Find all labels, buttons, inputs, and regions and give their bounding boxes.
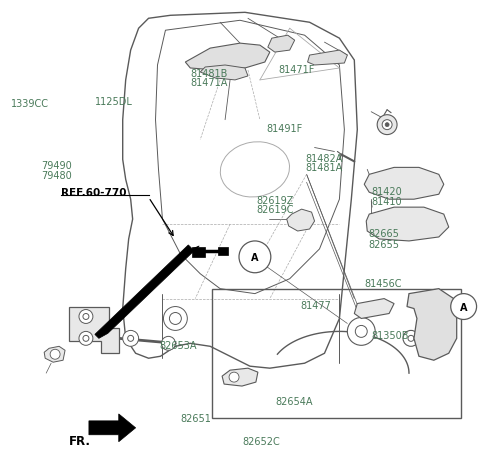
Polygon shape	[218, 247, 228, 255]
Text: 82652C: 82652C	[242, 436, 280, 446]
Polygon shape	[364, 168, 444, 200]
Text: 79490: 79490	[41, 161, 72, 171]
Text: FR.: FR.	[69, 434, 91, 447]
Text: 81471A: 81471A	[190, 78, 227, 88]
Text: 82651: 82651	[180, 413, 211, 423]
Circle shape	[385, 123, 389, 127]
Text: REF.60-770: REF.60-770	[61, 188, 127, 198]
Text: 81471F: 81471F	[278, 64, 314, 75]
Polygon shape	[44, 347, 65, 363]
Text: 82619C: 82619C	[257, 205, 294, 214]
Circle shape	[382, 120, 392, 130]
Circle shape	[79, 332, 93, 345]
Text: 81410: 81410	[371, 197, 402, 206]
Text: 81482A: 81482A	[306, 153, 343, 163]
Text: 81481B: 81481B	[190, 69, 227, 79]
Text: 81350B: 81350B	[371, 331, 408, 340]
Text: 1125DL: 1125DL	[95, 97, 132, 106]
Text: A: A	[251, 252, 259, 262]
Polygon shape	[95, 245, 199, 338]
Polygon shape	[287, 210, 314, 232]
Circle shape	[348, 318, 375, 345]
Polygon shape	[200, 66, 248, 81]
Circle shape	[451, 294, 477, 320]
Text: 79480: 79480	[41, 170, 72, 181]
Polygon shape	[366, 208, 449, 241]
Text: 81477: 81477	[300, 300, 331, 310]
Circle shape	[161, 337, 175, 350]
Text: 81481A: 81481A	[306, 163, 343, 173]
Text: 82655: 82655	[369, 239, 400, 250]
Polygon shape	[308, 51, 348, 66]
Circle shape	[403, 331, 419, 347]
Polygon shape	[407, 289, 456, 360]
Polygon shape	[192, 247, 205, 257]
Polygon shape	[185, 44, 270, 71]
Text: 82619Z: 82619Z	[257, 195, 294, 205]
Text: A: A	[460, 302, 468, 312]
Circle shape	[79, 310, 93, 324]
Polygon shape	[69, 307, 119, 353]
Text: 81491F: 81491F	[266, 124, 302, 134]
Polygon shape	[268, 36, 295, 53]
Bar	[212, 289, 461, 418]
Circle shape	[123, 331, 139, 347]
Circle shape	[50, 350, 60, 359]
Polygon shape	[354, 299, 394, 319]
Circle shape	[239, 241, 271, 273]
Circle shape	[229, 372, 239, 382]
Text: 82653A: 82653A	[159, 341, 196, 350]
Text: 81420: 81420	[371, 187, 402, 196]
Polygon shape	[222, 369, 258, 386]
Polygon shape	[89, 414, 136, 442]
Text: 82665: 82665	[369, 229, 400, 239]
Text: 1339CC: 1339CC	[11, 99, 49, 108]
Text: 82654A: 82654A	[276, 396, 313, 406]
Circle shape	[377, 115, 397, 135]
Text: 81456C: 81456C	[364, 278, 402, 288]
